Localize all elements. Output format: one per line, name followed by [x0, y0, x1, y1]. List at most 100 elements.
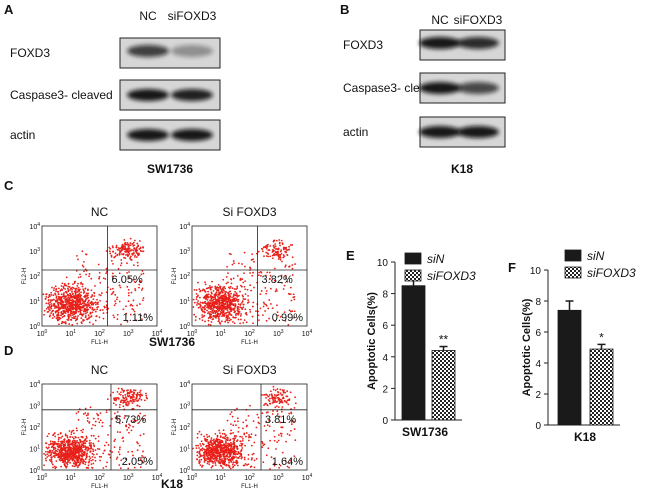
dot: [209, 446, 212, 449]
dot: [142, 456, 145, 459]
dot: [92, 298, 95, 301]
dot: [246, 464, 248, 466]
dot: [207, 296, 209, 299]
dot: [227, 464, 230, 467]
dot: [91, 295, 94, 297]
dot: [71, 288, 73, 291]
dot: [217, 320, 220, 323]
dot: [80, 303, 83, 306]
dot: [265, 421, 268, 423]
dot: [196, 454, 199, 457]
dot: [137, 245, 140, 248]
dot: [205, 438, 207, 441]
dot: [232, 432, 235, 434]
dot: [284, 391, 287, 394]
dot: [232, 304, 235, 307]
dot: [52, 466, 54, 469]
dot: [206, 462, 209, 465]
dot: [195, 447, 198, 449]
dot: [243, 319, 246, 322]
dot: [81, 458, 84, 461]
dot: [126, 254, 129, 257]
x-tick-label: 104: [152, 473, 163, 482]
dot: [132, 299, 135, 302]
dot: [138, 397, 141, 400]
dot: [284, 265, 287, 268]
dot: [67, 452, 69, 455]
legend-swatch: [564, 266, 582, 279]
dot: [200, 448, 203, 451]
dot: [60, 455, 63, 458]
dot: [265, 255, 268, 257]
dot: [215, 449, 218, 452]
dot: [244, 288, 247, 291]
dot: [267, 249, 270, 252]
dot: [58, 287, 60, 290]
dot: [65, 457, 68, 460]
dot: [293, 420, 295, 423]
dot: [60, 457, 63, 459]
dot: [241, 436, 243, 438]
dot: [46, 453, 49, 456]
dot: [89, 406, 92, 409]
dot: [226, 318, 229, 320]
x-tick-label: 100: [187, 473, 198, 482]
dot: [199, 443, 202, 445]
tick-exponent: 4: [187, 222, 190, 228]
dot: [250, 289, 253, 292]
tick-exponent: 1: [37, 297, 40, 303]
dot: [57, 297, 60, 300]
dot: [136, 419, 138, 422]
dot: [133, 310, 136, 313]
dot: [280, 253, 283, 255]
dot: [216, 452, 219, 454]
dot: [50, 461, 53, 464]
dot: [275, 247, 278, 250]
dot: [48, 304, 51, 306]
dot: [118, 249, 120, 251]
dot: [58, 299, 60, 301]
dot: [274, 399, 277, 402]
dot: [247, 299, 250, 301]
dot: [201, 316, 204, 319]
dot: [216, 448, 219, 451]
dot: [282, 254, 285, 256]
y-tick-label: 4: [382, 353, 388, 364]
dot: [87, 314, 90, 317]
dot: [65, 276, 68, 279]
dot: [218, 438, 221, 441]
dot: [94, 285, 96, 287]
dot: [43, 452, 45, 455]
dot: [46, 456, 49, 458]
dot: [64, 465, 67, 468]
dot: [212, 296, 215, 299]
dot: [72, 451, 75, 454]
dot: [134, 248, 137, 251]
dot: [264, 274, 267, 277]
dot: [51, 445, 54, 448]
tick-exponent: 0: [45, 473, 48, 479]
dot: [52, 313, 55, 315]
tick-base: 10: [244, 475, 252, 482]
dot: [85, 414, 88, 417]
dot: [213, 451, 215, 454]
tick-base: 10: [179, 224, 187, 231]
dot: [241, 447, 244, 449]
dot: [265, 251, 268, 254]
dot: [206, 436, 209, 439]
dot: [232, 294, 235, 297]
dot: [244, 463, 247, 465]
dot: [122, 405, 125, 408]
dot: [287, 292, 290, 295]
dot: [138, 283, 141, 286]
dot: [69, 446, 71, 448]
dot: [127, 245, 130, 248]
dot: [105, 411, 108, 414]
dot: [278, 415, 281, 418]
bar: [401, 285, 426, 421]
dot: [61, 282, 64, 285]
quadrant-percent: 3.82%: [262, 274, 293, 286]
dot: [211, 451, 213, 454]
dot: [68, 443, 71, 446]
dot: [283, 389, 285, 392]
